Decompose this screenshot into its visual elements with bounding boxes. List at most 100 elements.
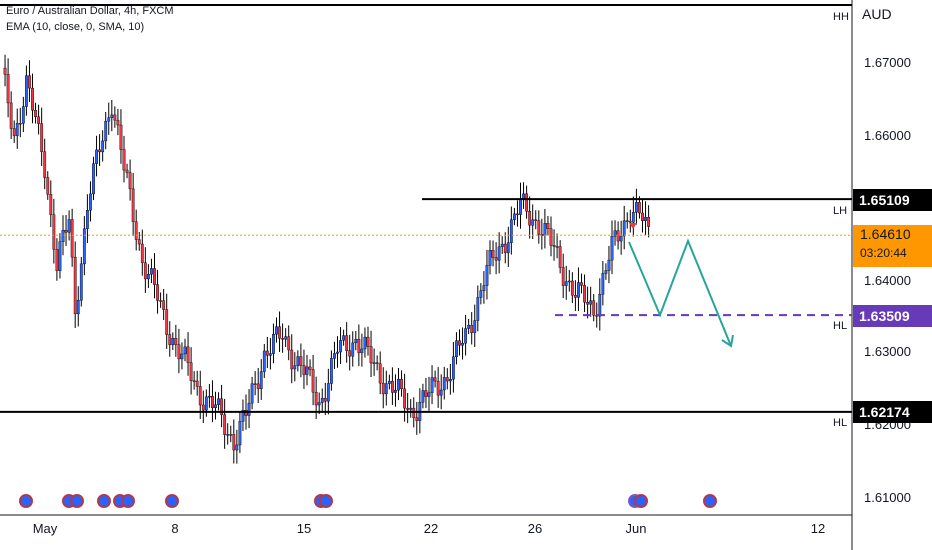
event-icon[interactable]	[19, 494, 33, 508]
candle-down	[437, 381, 439, 395]
candle-up	[449, 379, 451, 381]
candle-up	[181, 354, 183, 359]
candle-up	[410, 408, 412, 409]
candle-down	[257, 384, 259, 389]
candle-down	[425, 391, 427, 397]
candle-up	[599, 294, 601, 316]
candle-down	[300, 357, 302, 366]
candle-down	[114, 115, 116, 120]
candle-up	[486, 265, 488, 285]
candle-up	[275, 327, 277, 335]
candle-down	[162, 301, 164, 310]
candle-down	[138, 240, 140, 244]
candle-down	[535, 220, 537, 221]
candle-up	[251, 384, 253, 403]
candle-down	[230, 434, 232, 435]
candle-up	[68, 220, 70, 233]
chart-title: Euro / Australian Dollar, 4h, FXCM	[6, 5, 174, 17]
candle-up	[385, 384, 387, 394]
candle-up	[172, 338, 174, 344]
candle-down	[434, 378, 436, 381]
candle-down	[626, 221, 628, 222]
candle-down	[223, 415, 225, 435]
candle-down	[28, 76, 30, 88]
candle-up	[272, 334, 274, 353]
price-tag-support: 1.62174	[853, 401, 932, 423]
candle-down	[156, 285, 158, 301]
x-tick: 15	[297, 521, 311, 536]
candle-down	[126, 170, 128, 172]
candle-up	[577, 283, 579, 298]
candle-up	[16, 123, 18, 135]
candle-up	[498, 247, 500, 260]
candle-up	[394, 390, 396, 392]
candle-down	[382, 383, 384, 394]
candle-down	[324, 398, 326, 401]
candle-down	[132, 189, 134, 222]
candle-down	[495, 258, 497, 261]
candle-down	[525, 194, 527, 211]
candle-down	[303, 366, 305, 375]
candle-down	[187, 347, 189, 363]
candle-down	[19, 123, 21, 124]
level-label-hl: HL	[833, 417, 847, 429]
candle-up	[611, 236, 613, 260]
candle-up	[321, 398, 323, 402]
event-icon[interactable]	[165, 494, 179, 508]
event-icon[interactable]	[97, 494, 111, 508]
candle-up	[644, 217, 646, 221]
candle-down	[312, 369, 314, 392]
candle-down	[31, 88, 33, 110]
x-tick: 12	[811, 521, 825, 536]
candle-down	[281, 338, 283, 339]
candle-up	[452, 357, 454, 379]
candle-up	[605, 270, 607, 273]
candle-up	[263, 351, 265, 372]
candle-up	[217, 399, 219, 405]
candle-up	[501, 244, 503, 247]
x-tick: 8	[171, 521, 178, 536]
candle-up	[339, 340, 341, 352]
candle-down	[254, 384, 256, 385]
candle-down	[358, 339, 360, 353]
candle-down	[291, 350, 293, 369]
candle-up	[150, 268, 152, 274]
candle-up	[105, 121, 107, 141]
candle-down	[638, 202, 640, 213]
candle-up	[77, 300, 79, 314]
candle-up	[92, 164, 94, 194]
candle-up	[236, 445, 238, 450]
candle-down	[144, 263, 146, 279]
candle-down	[571, 281, 573, 295]
event-icon[interactable]	[634, 494, 648, 508]
candle-up	[342, 336, 344, 341]
candle-down	[562, 267, 564, 285]
candle-up	[101, 141, 103, 152]
candle-down	[202, 405, 204, 410]
candle-down	[141, 244, 143, 263]
candle-down	[50, 194, 52, 214]
y-tick: 1.67000	[864, 55, 911, 70]
candle-down	[586, 302, 588, 304]
candle-up	[364, 337, 366, 349]
event-icon[interactable]	[70, 494, 84, 508]
event-icon[interactable]	[121, 494, 135, 508]
candle-down	[403, 389, 405, 408]
candle-up	[422, 391, 424, 403]
candle-down	[349, 351, 351, 357]
candle-down	[458, 341, 460, 346]
candle-up	[507, 243, 509, 253]
candle-up	[614, 231, 616, 236]
event-icon[interactable]	[703, 494, 717, 508]
candle-up	[227, 434, 229, 435]
candle-down	[629, 221, 631, 222]
candle-up	[522, 194, 524, 199]
candle-down	[199, 386, 201, 405]
candle-up	[214, 405, 216, 408]
candle-up	[608, 260, 610, 270]
candle-up	[440, 390, 442, 395]
candle-down	[117, 120, 119, 125]
event-icon[interactable]	[319, 494, 333, 508]
